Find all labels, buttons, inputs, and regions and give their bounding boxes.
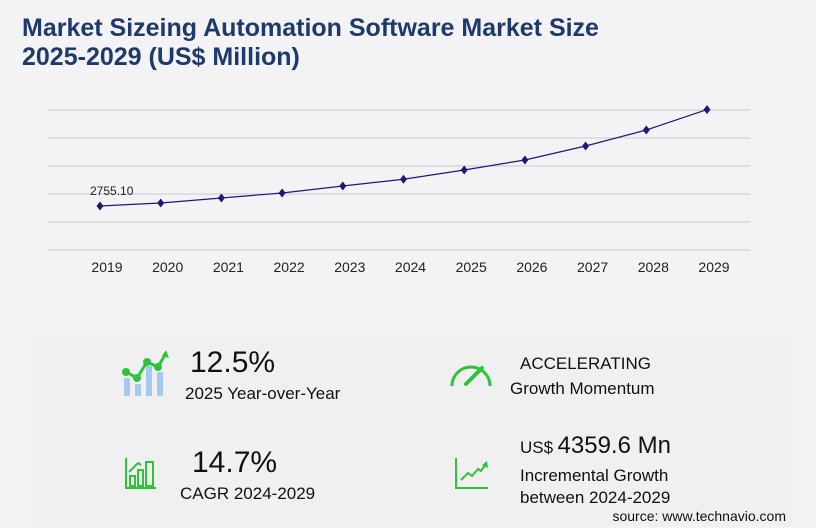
speedometer-icon — [450, 365, 492, 387]
data-point — [157, 198, 165, 208]
x-tick-label: 2027 — [577, 259, 608, 275]
incremental-label-2: between 2024-2029 — [520, 488, 671, 507]
x-tick-label: 2020 — [152, 259, 183, 275]
data-point — [278, 188, 286, 198]
momentum-value: ACCELERATING — [520, 354, 651, 373]
incremental-value: 4359.6 Mn — [557, 432, 671, 459]
trend-up-icon — [455, 458, 488, 489]
x-tick-label: 2019 — [91, 259, 122, 275]
x-tick-label: 2022 — [274, 259, 305, 275]
data-point — [339, 181, 347, 191]
source-credit: source: www.technavio.com — [612, 508, 786, 524]
data-point — [460, 165, 468, 175]
data-point — [703, 105, 711, 115]
yoy-value: 12.5% — [190, 346, 276, 379]
data-point — [642, 125, 650, 135]
title-line-1: Market Sizeing Automation Software Marke… — [22, 14, 599, 42]
cagr-value: 14.7% — [192, 446, 278, 479]
incremental-growth: US$ 4359.6 Mn — [520, 432, 671, 460]
title-line-2: 2025-2029 (US$ Million) — [22, 43, 300, 71]
data-point — [217, 193, 225, 203]
incremental-label-1: Incremental Growth — [520, 466, 669, 485]
x-tick-label: 2024 — [395, 259, 426, 275]
bar-chart-icon — [125, 458, 156, 489]
data-label: 2755.10 — [90, 184, 134, 198]
data-point — [96, 201, 104, 211]
data-point — [582, 141, 590, 151]
series-line — [99, 109, 708, 207]
x-tick-label: 2029 — [698, 259, 729, 275]
currency-prefix: US$ — [520, 438, 554, 457]
x-tick-label: 2025 — [456, 259, 487, 275]
x-tick-label: 2021 — [213, 259, 244, 275]
momentum-label: Growth Momentum — [510, 379, 655, 398]
growth-bar-chart-icon — [122, 350, 169, 396]
chart-title: Market Sizeing Automation Software Marke… — [22, 14, 599, 72]
line-chart: 2019 2020 2021 2022 2023 2024 2025 2026 2027 2028… — [48, 105, 750, 275]
x-tick-label: 2028 — [638, 259, 669, 275]
data-point — [400, 174, 407, 184]
cagr-label: CAGR 2024-2029 — [180, 484, 316, 503]
x-tick-label: 2026 — [516, 259, 547, 275]
x-tick-label: 2023 — [334, 259, 365, 275]
data-point — [521, 155, 529, 165]
yoy-label: 2025 Year-over-Year — [185, 384, 341, 403]
